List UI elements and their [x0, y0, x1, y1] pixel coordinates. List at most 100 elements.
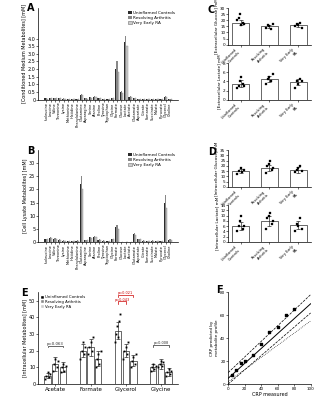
Bar [99, 98, 100, 100]
Bar [56, 98, 57, 100]
Bar [93, 97, 94, 100]
Bar [104, 241, 106, 242]
Bar [55, 98, 56, 100]
Bar [59, 239, 60, 242]
Bar [137, 239, 139, 242]
Point [238, 360, 243, 366]
Bar [80, 351, 86, 384]
Bar [156, 241, 157, 242]
Bar [134, 233, 135, 242]
Bar [144, 241, 145, 242]
Bar [290, 225, 307, 242]
Bar [290, 170, 307, 187]
Bar [95, 237, 97, 242]
Bar [111, 239, 112, 242]
Bar [93, 237, 94, 242]
Bar [69, 241, 70, 242]
Bar [109, 99, 110, 100]
Bar [53, 98, 55, 100]
Bar [76, 99, 78, 100]
Bar [84, 240, 85, 242]
Text: p=0.008: p=0.008 [153, 341, 169, 345]
Bar [133, 98, 134, 100]
Bar [131, 97, 132, 100]
Bar [139, 99, 140, 100]
Bar [95, 97, 97, 100]
Bar [115, 228, 116, 242]
Bar [113, 98, 114, 100]
Text: p=0.063: p=0.063 [47, 342, 64, 346]
Bar [113, 240, 114, 242]
Bar [103, 240, 104, 242]
Bar [58, 240, 59, 242]
Bar [100, 98, 101, 100]
Bar [115, 69, 116, 100]
Bar [150, 367, 156, 384]
Point [292, 306, 297, 313]
Bar [134, 98, 135, 100]
Point [267, 329, 272, 336]
Bar [171, 99, 172, 100]
Bar [63, 98, 64, 100]
Bar [118, 72, 119, 100]
Point [283, 312, 288, 318]
Y-axis label: [Extracellular Glucose] mM: [Extracellular Glucose] mM [215, 0, 219, 54]
Bar [82, 96, 83, 100]
Bar [85, 98, 87, 100]
Bar [44, 98, 46, 100]
Bar [261, 221, 278, 242]
Legend: Uninflamed Controls, Resolving Arthritis, Very Early RA: Uninflamed Controls, Resolving Arthritis… [40, 294, 86, 309]
Bar [89, 237, 90, 242]
Bar [112, 98, 113, 100]
Bar [165, 96, 166, 100]
Bar [159, 99, 161, 100]
Bar [156, 99, 157, 100]
Bar [128, 97, 130, 100]
Bar [261, 168, 278, 187]
Y-axis label: [Intracellular Glucose] mM: [Intracellular Glucose] mM [215, 141, 219, 196]
Bar [100, 240, 101, 242]
Bar [153, 241, 154, 242]
Bar [81, 176, 82, 242]
Bar [97, 240, 99, 242]
Text: E: E [21, 288, 28, 298]
Bar [46, 98, 47, 100]
Legend: Uninflamed Controls, Resolving Arthritis, Very Early RA: Uninflamed Controls, Resolving Arthritis… [127, 10, 176, 26]
Bar [165, 372, 172, 384]
Text: A: A [27, 4, 34, 14]
Bar [56, 239, 57, 242]
Bar [106, 99, 107, 100]
Bar [80, 184, 81, 242]
Bar [49, 238, 50, 242]
Bar [130, 96, 131, 100]
Bar [62, 99, 63, 100]
Bar [46, 239, 47, 242]
Bar [124, 42, 125, 100]
Bar [126, 46, 127, 100]
Bar [72, 240, 73, 242]
Bar [67, 99, 68, 100]
Bar [50, 237, 51, 242]
Bar [107, 241, 109, 242]
Bar [162, 99, 163, 100]
Bar [118, 229, 119, 242]
Bar [232, 84, 249, 100]
Bar [62, 240, 63, 242]
Bar [73, 241, 74, 242]
Y-axis label: [Intracellular Lactate] mM: [Intracellular Lactate] mM [215, 197, 219, 250]
Bar [168, 99, 169, 100]
Bar [140, 240, 141, 242]
Bar [80, 95, 81, 100]
Bar [78, 240, 79, 242]
Bar [146, 241, 147, 242]
Bar [59, 98, 60, 100]
Y-axis label: CRP predicted by
metabolite profile: CRP predicted by metabolite profile [210, 320, 219, 356]
Text: p=0.021: p=0.021 [118, 291, 133, 295]
Bar [232, 171, 249, 187]
Bar [116, 62, 118, 100]
Bar [232, 226, 249, 242]
Point [275, 324, 280, 330]
Bar [47, 240, 48, 242]
Bar [112, 239, 113, 242]
Bar [63, 240, 64, 242]
